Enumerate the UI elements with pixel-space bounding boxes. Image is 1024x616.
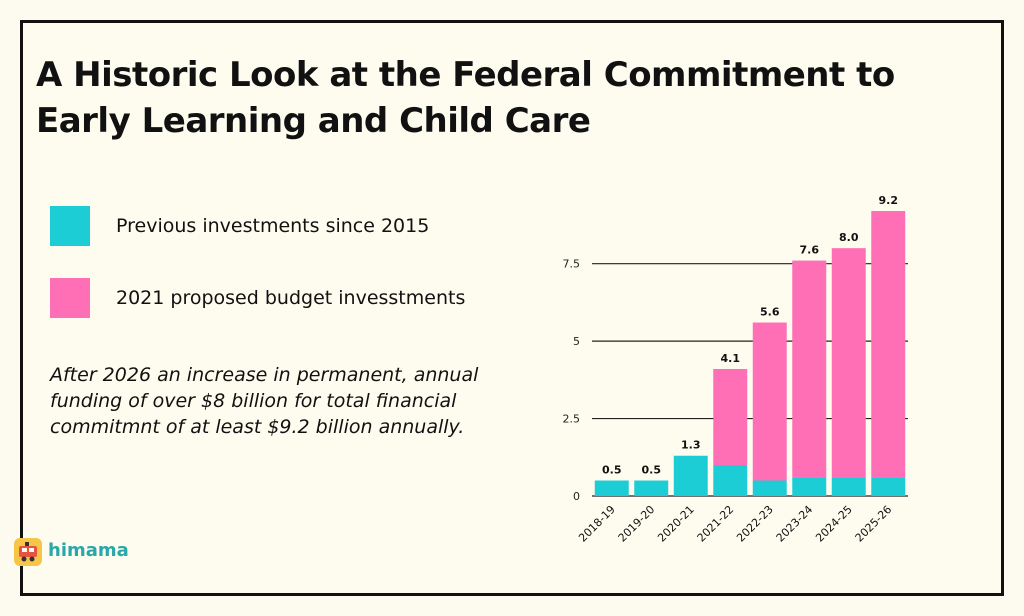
data-label: 5.6 xyxy=(760,306,780,319)
bar-segment xyxy=(831,477,866,496)
bar-segment xyxy=(831,248,866,478)
bar-segment xyxy=(792,260,827,478)
bar-segment xyxy=(752,322,787,481)
train-icon xyxy=(14,538,42,566)
x-tick-label: 2020-21 xyxy=(655,503,697,545)
x-tick-label: 2019-20 xyxy=(616,503,658,545)
x-tick-label: 2022-23 xyxy=(734,503,776,545)
y-tick-label: 5 xyxy=(573,335,580,348)
bar-segment xyxy=(871,477,906,496)
bar-segment xyxy=(713,368,748,466)
data-label: 0.5 xyxy=(602,464,622,477)
bar-segment xyxy=(673,455,708,496)
data-label: 7.6 xyxy=(800,244,820,257)
y-tick-label: 0 xyxy=(573,490,580,503)
bar-segment xyxy=(752,480,787,496)
data-label: 0.5 xyxy=(642,464,662,477)
bar-segment xyxy=(594,480,629,496)
data-label: 9.2 xyxy=(879,194,899,207)
bar-segment xyxy=(713,465,748,496)
legend-label-proposed: 2021 proposed budget invesstments xyxy=(116,287,466,309)
x-tick-label: 2021-22 xyxy=(695,503,737,545)
legend-swatch-previous xyxy=(50,206,90,246)
y-tick-label: 2.5 xyxy=(563,413,581,426)
legend-swatch-proposed xyxy=(50,278,90,318)
bar-segment xyxy=(792,477,827,496)
x-tick-label: 2018-19 xyxy=(576,503,618,545)
data-label: 4.1 xyxy=(721,352,741,365)
logo-text: himama xyxy=(48,540,129,561)
x-tick-label: 2024-25 xyxy=(813,503,855,545)
funding-note: After 2026 an increase in permanent, ann… xyxy=(50,364,479,438)
y-tick-label: 7.5 xyxy=(563,258,581,271)
page-title: A Historic Look at the Federal Commitmen… xyxy=(36,55,895,141)
x-tick-label: 2025-26 xyxy=(853,503,895,545)
data-label: 1.3 xyxy=(681,439,701,452)
bar-segment xyxy=(634,480,669,496)
x-tick-label: 2023-24 xyxy=(774,503,816,545)
data-label: 8.0 xyxy=(839,231,859,244)
legend-label-previous: Previous investments since 2015 xyxy=(116,215,430,237)
bar-segment xyxy=(871,211,906,478)
